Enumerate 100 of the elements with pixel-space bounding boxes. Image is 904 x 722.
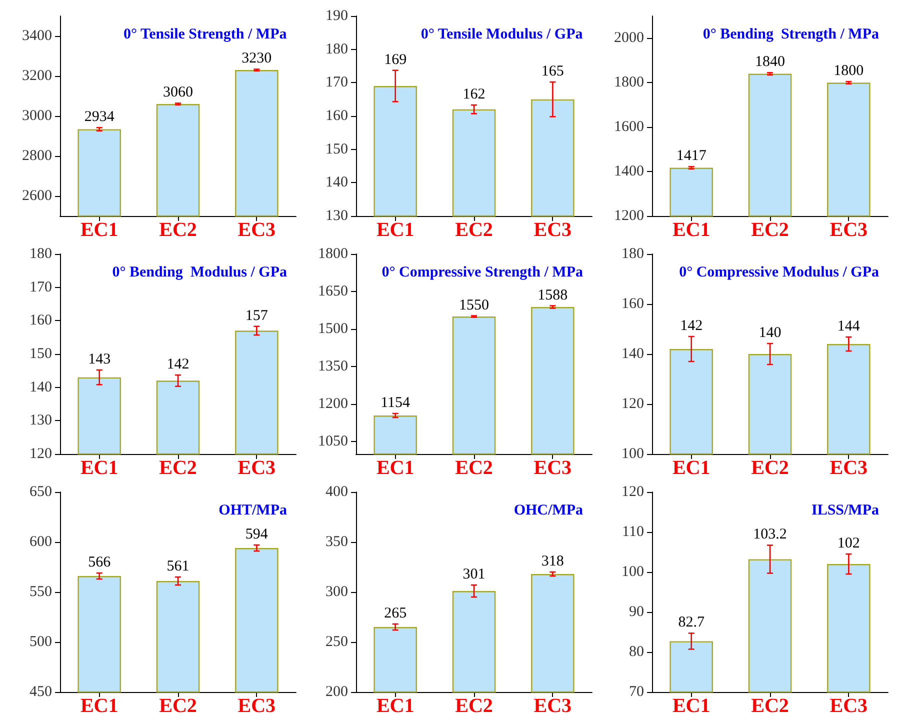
y-tick-label: 150 [326,141,348,158]
x-tick-label: EC2 [159,219,197,241]
y-tick-label: 400 [326,484,348,500]
x-tick-label: EC3 [830,219,868,241]
y-tick-label: 180 [622,246,644,262]
data-label: 1154 [380,395,411,411]
y-tick-label: 200 [326,684,348,700]
y-tick-label: 1200 [318,396,348,412]
data-label: 144 [837,318,860,334]
y-tick-label: 160 [326,108,348,124]
y-tick-label: 160 [622,296,644,312]
y-tick-label: 100 [622,564,644,580]
data-label: 318 [541,554,564,570]
y-tick-label: 70 [629,684,644,700]
text: 0° Compressive Strength / MPa [382,264,584,280]
y-tick-label: 120 [622,484,644,500]
x-tick-label: EC1 [376,457,414,479]
y-tick-label: 3200 [22,68,52,84]
data-label: 1840 [755,54,785,70]
text: OHC/MPa [514,502,584,518]
x-tick-label: EC3 [238,457,276,479]
x-tick-label: EC3 [830,695,868,717]
text: 0° Bending Strength / MPa [702,26,880,42]
y-tick-label: 450 [30,684,52,700]
data-label: 165 [541,64,564,80]
data-label: 1417 [676,148,707,164]
data-label: 561 [166,558,190,574]
data-label: 162 [462,86,486,102]
y-tick-label: 650 [30,484,52,500]
y-tick-label: 90 [629,604,644,620]
data-label: 140 [758,325,782,341]
y-tick-label: 3000 [22,108,52,124]
x-tick-label: EC1 [80,219,118,241]
x-tick-label: EC1 [80,695,118,717]
text: 0° Tensile Strength / MPa [123,26,288,42]
x-tick-label: EC2 [751,219,789,241]
x-tick-label: EC3 [534,219,572,241]
y-tick-label: 1500 [318,321,348,337]
data-label: 3060 [163,84,193,101]
y-tick-label: 2800 [22,148,52,164]
y-tick-label: 1400 [614,164,644,180]
y-tick-label: 120 [30,446,52,462]
y-tick-label: 170 [30,279,52,296]
data-label: 2934 [84,109,115,126]
y-tick-label: 140 [622,346,644,362]
y-tick-label: 140 [326,174,348,191]
data-label: 143 [88,352,111,368]
data-label: 566 [88,554,112,570]
y-tick-label: 1200 [614,208,644,224]
y-tick-label: 100 [622,446,644,462]
x-tick-label: EC3 [534,695,572,717]
y-tick-label: 3400 [22,28,52,44]
y-tick-label: 300 [326,584,348,600]
text: OHT/MPa [218,502,288,518]
data-label: 301 [462,566,486,582]
x-tick-label: EC1 [376,695,414,717]
data-label: 1588 [538,287,568,304]
x-tick-label: EC1 [80,457,118,479]
data-label: 3230 [242,50,272,67]
y-tick-label: 1650 [318,284,348,300]
x-tick-label: EC3 [238,695,276,717]
y-tick-label: 2600 [22,188,52,204]
y-tick-label: 350 [326,534,348,550]
text: 0° Tensile Modulus / GPa [420,26,584,42]
y-tick-label: 1350 [318,358,348,374]
x-tick-label: EC2 [159,695,197,717]
data-label: 1550 [459,297,489,314]
y-tick-label: 150 [30,346,52,362]
y-tick-label: 180 [326,41,348,58]
y-tick-label: 110 [622,524,644,540]
data-label: 142 [166,356,190,372]
y-tick-label: 120 [622,396,644,412]
text: 0° Bending Modulus / GPa [112,264,288,280]
y-tick-label: 190 [326,8,348,24]
x-tick-label: EC1 [672,219,710,241]
y-tick-label: 550 [30,584,52,600]
x-tick-label: EC2 [159,457,197,479]
text: 0° Compressive Modulus / GPa [679,264,880,280]
data-label: 103.2 [753,526,787,543]
data-label: 265 [384,606,407,622]
y-tick-label: 500 [30,634,52,650]
y-tick-label: 2000 [614,30,644,46]
x-tick-label: EC1 [672,457,710,479]
y-tick-label: 160 [30,312,52,329]
text: ILSS/MPa [811,502,880,518]
x-tick-label: EC1 [376,219,414,241]
x-tick-label: EC3 [830,457,868,479]
y-tick-label: 130 [30,412,52,429]
data-label: 169 [384,52,407,68]
data-label: 157 [245,308,268,324]
y-tick-label: 80 [629,644,644,660]
data-label: 142 [680,318,703,334]
y-tick-label: 180 [30,246,52,262]
x-tick-label: EC2 [455,695,493,717]
x-tick-label: EC3 [238,219,276,241]
y-tick-label: 1800 [318,246,348,262]
y-tick-label: 1600 [614,119,644,136]
x-tick-label: EC2 [455,457,493,479]
y-tick-label: 1050 [318,434,348,450]
y-tick-label: 600 [30,534,52,550]
